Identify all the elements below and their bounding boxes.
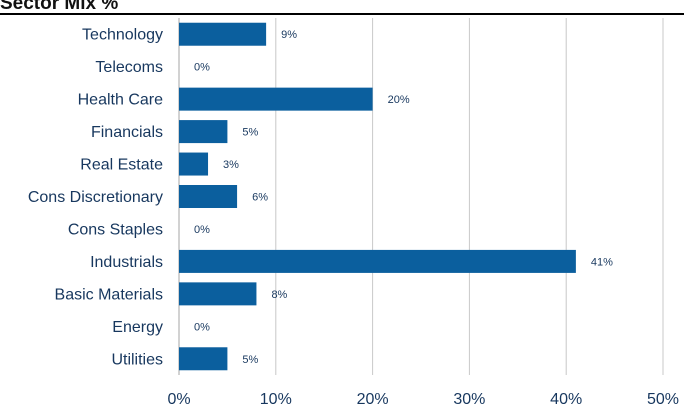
category-label: Cons Discretionary (28, 189, 163, 206)
value-label: 3% (223, 159, 239, 171)
category-labels: Technology Telecoms Health Care Financials R… (28, 27, 163, 369)
value-label: 0% (194, 62, 210, 74)
chart-title: Sector Mix % (0, 0, 119, 14)
chart-header: Sector Mix % (0, 0, 684, 16)
value-label: 0% (194, 224, 210, 236)
value-label: 0% (194, 321, 210, 333)
category-label: Real Estate (80, 157, 163, 174)
value-label: 9% (281, 29, 297, 41)
bar (179, 185, 238, 208)
bar (179, 22, 267, 46)
bar (179, 87, 373, 111)
value-label: 8% (271, 289, 287, 301)
x-tick-label: 40% (550, 391, 582, 408)
category-label: Financials (91, 124, 163, 141)
category-label: Technology (82, 27, 163, 44)
bar (179, 152, 209, 176)
title-rule (0, 13, 684, 15)
x-tick-label: 30% (453, 391, 485, 408)
x-axis-ticks: 0% 10% 20% 30% 40% 50% (167, 391, 679, 408)
category-label: Telecoms (95, 59, 163, 76)
bar (179, 249, 576, 273)
bars (179, 22, 576, 371)
value-label: 41% (591, 256, 613, 268)
value-label: 5% (242, 127, 258, 139)
category-label: Energy (112, 319, 163, 336)
value-label: 6% (252, 192, 268, 204)
x-tick-label: 10% (260, 391, 292, 408)
category-label: Health Care (78, 92, 163, 109)
category-label: Industrials (90, 254, 163, 271)
value-labels: 9% 0% 20% 5% 3% 6% 0% 41% 8% 0% 5% (194, 29, 613, 366)
value-label: 5% (242, 354, 258, 366)
category-label: Basic Materials (55, 286, 163, 303)
bar (179, 120, 228, 144)
category-label: Utilities (111, 351, 163, 368)
bar (179, 282, 257, 306)
x-tick-label: 20% (357, 391, 389, 408)
x-tick-label: 0% (167, 391, 190, 408)
category-label: Cons Staples (68, 221, 163, 238)
value-label: 20% (388, 94, 410, 106)
x-tick-label: 50% (647, 391, 679, 408)
bar (179, 347, 228, 371)
